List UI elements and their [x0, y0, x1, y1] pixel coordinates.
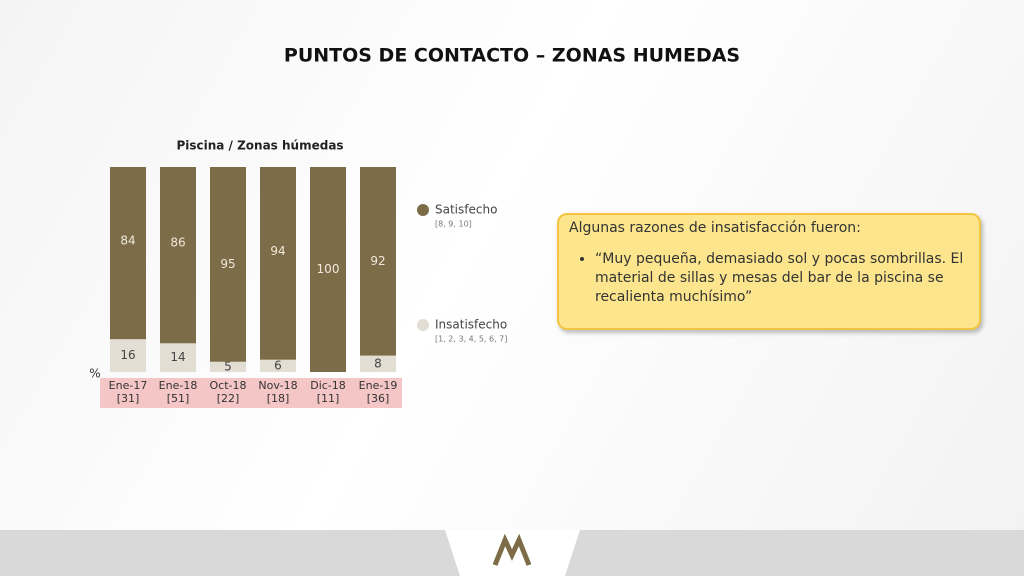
bar-segment: [210, 167, 246, 362]
slide-title: PUNTOS DE CONTACTO – ZONAS HUMEDAS: [284, 45, 740, 67]
bar-segment: [110, 339, 146, 372]
sample-size: [18]: [267, 392, 290, 405]
bar-segment: [310, 167, 346, 372]
bar-segment: [160, 167, 196, 344]
note-box: Algunas razones de insatisfacción fueron…: [557, 213, 981, 330]
sample-size: [11]: [317, 392, 340, 405]
data-label: 92: [370, 254, 385, 268]
data-label: 16: [120, 348, 135, 362]
data-label: 6: [274, 358, 282, 372]
chart-title: Piscina / Zonas húmedas: [176, 139, 343, 153]
legend-label: Insatisfecho: [435, 318, 507, 332]
data-label: 84: [120, 234, 135, 248]
bar-segment: [360, 355, 396, 372]
category-band: [100, 378, 402, 408]
sample-size: [22]: [217, 392, 240, 405]
bar-segment: [110, 167, 146, 340]
data-label: 94: [270, 244, 285, 258]
legend-label: Satisfecho: [435, 203, 497, 217]
sample-size: [51]: [167, 392, 190, 405]
data-label: 14: [170, 350, 185, 364]
y-axis-label: %: [89, 367, 100, 381]
legend-note: [8, 9, 10]: [435, 220, 472, 229]
bar-segment: [260, 359, 296, 372]
note-list: “Muy pequeña, demasiado sol y pocas somb…: [569, 250, 969, 307]
bar-segment: [260, 167, 296, 360]
bar-segment: [360, 167, 396, 356]
note-item: “Muy pequeña, demasiado sol y pocas somb…: [595, 250, 969, 307]
x-tick-label: Oct-18: [210, 379, 247, 392]
x-tick-label: Ene-19: [359, 379, 398, 392]
sample-size: [36]: [367, 392, 390, 405]
x-tick-label: Dic-18: [310, 379, 346, 392]
data-label: 5: [224, 359, 232, 373]
x-tick-label: Ene-18: [159, 379, 198, 392]
bar-segment: [210, 361, 246, 372]
x-tick-label: Nov-18: [258, 379, 297, 392]
data-label: 100: [317, 262, 340, 276]
data-label: 8: [374, 356, 382, 370]
x-tick-label: Ene-17: [109, 379, 148, 392]
bar-segment: [160, 343, 196, 372]
logo: [492, 533, 532, 566]
data-label: 95: [220, 257, 235, 271]
note-heading: Algunas razones de insatisfacción fueron…: [569, 220, 861, 236]
legend-swatch: [417, 204, 429, 216]
legend-swatch: [417, 319, 429, 331]
sample-size: [31]: [117, 392, 140, 405]
data-label: 86: [170, 236, 185, 250]
legend-note: [1, 2, 3, 4, 5, 6, 7]: [435, 335, 507, 344]
